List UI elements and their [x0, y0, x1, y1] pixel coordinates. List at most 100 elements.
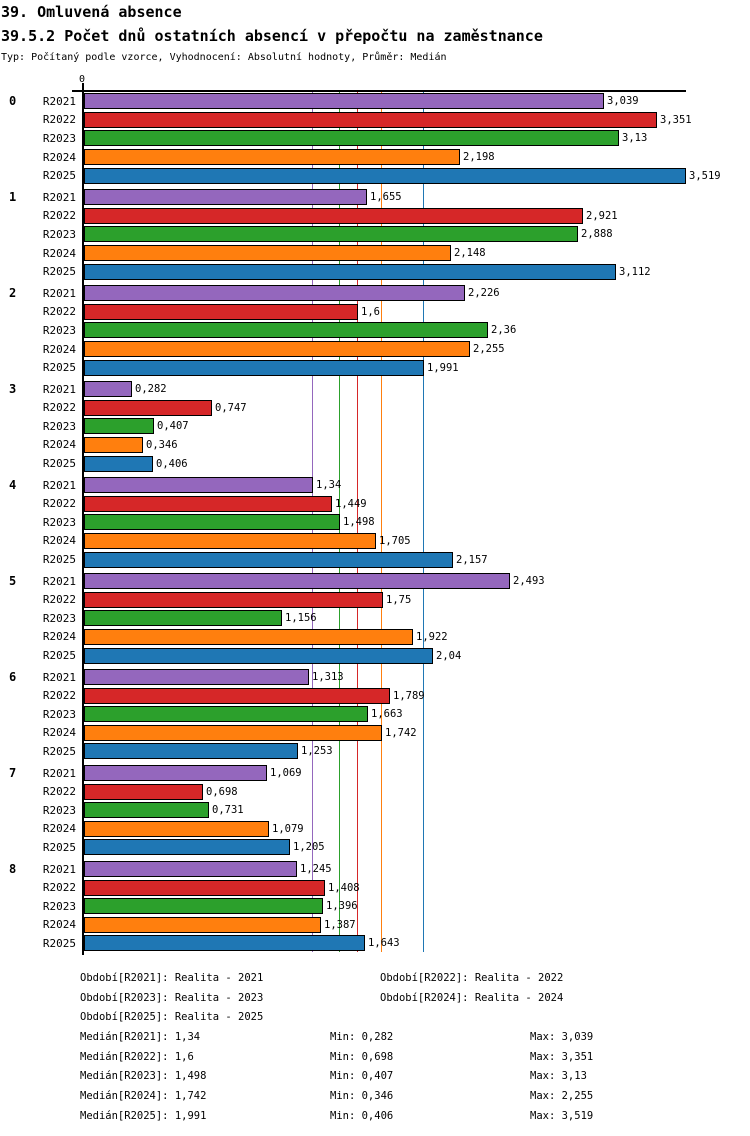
group-label: 5	[9, 574, 17, 589]
bar-area: 1,245	[84, 860, 750, 879]
bar-area: 1,079	[84, 820, 750, 839]
bar-chart: 0 0 R2021 3,039 R2022 3,351 R2023 3,13 R2024 2,1…	[0, 70, 750, 962]
series-label: R2024	[42, 438, 76, 452]
bar-value-label: 3,039	[607, 95, 639, 108]
bar-value-label: 3,13	[622, 132, 648, 145]
stats-row: Medián[R2022]: 1,6 Min: 0,698 Max: 3,351	[0, 1047, 750, 1067]
bar-area: 1,6	[84, 303, 750, 322]
bar-row: R2025 3,112	[0, 262, 750, 281]
x-axis-zero-label: 0	[79, 74, 86, 85]
bar-row: R2022 1,6	[0, 303, 750, 322]
bar-area: 1,253	[84, 742, 750, 761]
series-label: R2021	[42, 766, 76, 780]
bar-row: R2025 2,157	[0, 550, 750, 569]
series-label: R2021	[42, 94, 76, 108]
bar-value-label: 3,351	[660, 113, 692, 126]
bar-group-1: 1 R2021 1,655 R2022 2,921 R2023 2,888 R2024 2,14…	[0, 188, 750, 281]
bar-r2023-group-5	[84, 610, 282, 627]
bar-r2025-group-8	[84, 935, 365, 952]
bar-value-label: 1,069	[270, 767, 302, 780]
bar-area: 3,039	[84, 92, 750, 111]
bar-r2025-group-6	[84, 743, 298, 760]
group-label: 2	[9, 286, 17, 301]
stat-min: Min: 0,282	[330, 1030, 394, 1043]
bar-row: R2023 0,731	[0, 801, 750, 820]
series-label: R2024	[42, 726, 76, 740]
bar-row: R2025 1,991	[0, 358, 750, 377]
bar-r2021-group-3	[84, 381, 132, 398]
stat-median: Medián[R2025]: 1,991	[80, 1109, 207, 1122]
bar-area: 2,198	[84, 148, 750, 167]
bar-value-label: 1,655	[370, 191, 402, 204]
bar-area: 2,36	[84, 321, 750, 340]
bar-r2025-group-5	[84, 647, 433, 664]
bar-area: 0,406	[84, 454, 750, 473]
bar-value-label: 0,406	[156, 457, 188, 470]
bar-value-label: 3,519	[689, 169, 721, 182]
stats-row: Medián[R2024]: 1,742 Min: 0,346 Max: 2,255	[0, 1086, 750, 1106]
bar-row: R2024 0,346	[0, 436, 750, 455]
bar-row: R2025 0,406	[0, 454, 750, 473]
bar-r2023-group-0	[84, 130, 619, 147]
bar-r2024-group-0	[84, 149, 460, 166]
series-label: R2022	[42, 209, 76, 223]
page-title: 39. Omluvená absence	[1, 3, 182, 21]
bar-value-label: 1,922	[416, 630, 448, 643]
bar-group-4: 4 R2021 1,34 R2022 1,449 R2023 1,498 R2024 1,705…	[0, 476, 750, 569]
stats-row: Medián[R2025]: 1,991 Min: 0,406 Max: 3,519	[0, 1106, 750, 1126]
series-label: R2023	[42, 515, 76, 529]
bar-value-label: 2,493	[513, 575, 545, 588]
bar-area: 2,148	[84, 244, 750, 263]
bar-area: 1,655	[84, 188, 750, 207]
bar-r2022-group-3	[84, 399, 212, 416]
bar-row: R2025 1,205	[0, 838, 750, 857]
bar-value-label: 1,449	[335, 497, 367, 510]
bar-row: 0 R2021 3,039	[0, 92, 750, 111]
bar-area: 2,157	[84, 550, 750, 569]
bar-r2021-group-6	[84, 669, 309, 686]
series-label: R2022	[42, 497, 76, 511]
bar-row: R2024 1,922	[0, 628, 750, 647]
bar-area: 3,519	[84, 166, 750, 185]
bar-row: R2025 1,253	[0, 742, 750, 761]
chart-subtitle: 39.5.2 Počet dnů ostatních absencí v pře…	[1, 27, 543, 45]
bar-r2025-group-2	[84, 359, 424, 376]
group-label: 1	[9, 190, 17, 205]
series-label: R2021	[42, 478, 76, 492]
bar-area: 2,921	[84, 207, 750, 226]
bar-value-label: 2,36	[491, 324, 517, 337]
series-label: R2025	[42, 265, 76, 279]
series-label: R2021	[42, 862, 76, 876]
bar-area: 1,498	[84, 513, 750, 532]
bar-value-label: 2,255	[473, 343, 505, 356]
bar-r2021-group-2	[84, 285, 465, 302]
bar-row: R2022 0,698	[0, 782, 750, 801]
bar-row: R2023 0,407	[0, 417, 750, 436]
bar-row: R2025 1,643	[0, 934, 750, 953]
bar-group-2: 2 R2021 2,226 R2022 1,6 R2023 2,36 R2024 2,255 R2…	[0, 284, 750, 377]
bar-row: R2025 2,04	[0, 646, 750, 665]
bar-group-5: 5 R2021 2,493 R2022 1,75 R2023 1,156 R2024 1,922…	[0, 572, 750, 665]
bar-value-label: 0,747	[215, 401, 247, 414]
series-label: R2024	[42, 630, 76, 644]
bar-value-label: 2,157	[456, 553, 488, 566]
bar-r2023-group-1	[84, 226, 578, 243]
bar-area: 3,13	[84, 129, 750, 148]
legend-period-item: Období[R2025]: Realita - 2025	[80, 1011, 264, 1024]
group-label: 0	[9, 94, 17, 109]
bar-r2023-group-3	[84, 418, 154, 435]
stat-min: Min: 0,406	[330, 1109, 394, 1122]
bar-r2022-group-6	[84, 687, 390, 704]
legend-period-item: Období[R2023]: Realita - 2023	[80, 991, 264, 1004]
bar-value-label: 1,253	[301, 745, 333, 758]
bar-area: 1,387	[84, 916, 750, 935]
stats-row: Medián[R2021]: 1,34 Min: 0,282 Max: 3,039	[0, 1027, 750, 1047]
bar-area: 1,205	[84, 838, 750, 857]
series-label: R2024	[42, 918, 76, 932]
bar-group-3: 3 R2021 0,282 R2022 0,747 R2023 0,407 R2024 0,34…	[0, 380, 750, 473]
bar-row: R2023 1,663	[0, 705, 750, 724]
series-label: R2022	[42, 881, 76, 895]
series-label: R2025	[42, 553, 76, 567]
bar-value-label: 1,75	[386, 593, 412, 606]
bar-row: R2022 0,747	[0, 399, 750, 418]
